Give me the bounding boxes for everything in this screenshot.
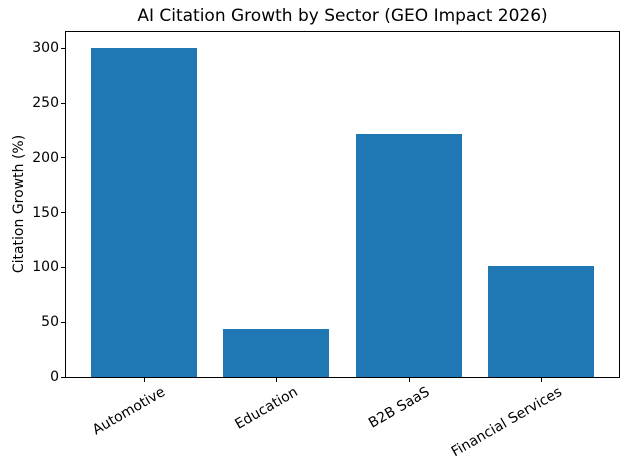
y-axis-tick-label: 100 <box>32 259 59 276</box>
x-axis-tick-label-b2b-saas: B2B SaaS <box>366 384 433 432</box>
x-axis-tick-label-education: Education <box>231 384 301 433</box>
x-axis-tick-label-automotive: Automotive <box>89 384 169 439</box>
y-axis-tick-label: 200 <box>32 149 59 166</box>
x-axis-tick-mark <box>144 378 146 382</box>
x-axis-tick-mark <box>276 378 278 382</box>
chart-title: AI Citation Growth by Sector (GEO Impact… <box>137 6 548 26</box>
bar-financial-services <box>488 266 594 377</box>
bar-automotive <box>91 48 197 377</box>
y-axis-tick-label: 50 <box>41 314 59 331</box>
y-axis-tick-mark <box>61 321 65 323</box>
x-axis-tick-mark <box>408 378 410 382</box>
y-axis-tick-mark <box>61 157 65 159</box>
x-axis-tick-label-financial-services: Financial Services <box>448 384 565 461</box>
y-axis-tick-label: 150 <box>32 204 59 221</box>
x-axis-tick-mark <box>540 378 542 382</box>
y-axis-tick-mark <box>61 376 65 378</box>
y-axis-tick-label: 300 <box>32 40 59 57</box>
y-axis-tick-mark <box>61 212 65 214</box>
y-axis-tick-mark <box>61 47 65 49</box>
bar-education <box>223 328 330 377</box>
y-axis-tick-mark <box>61 266 65 268</box>
bar-b2b-saas <box>355 133 462 377</box>
y-axis-tick-label: 250 <box>32 95 59 112</box>
y-axis-tick-label: 0 <box>50 369 59 385</box>
y-axis-tick-mark <box>61 102 65 104</box>
